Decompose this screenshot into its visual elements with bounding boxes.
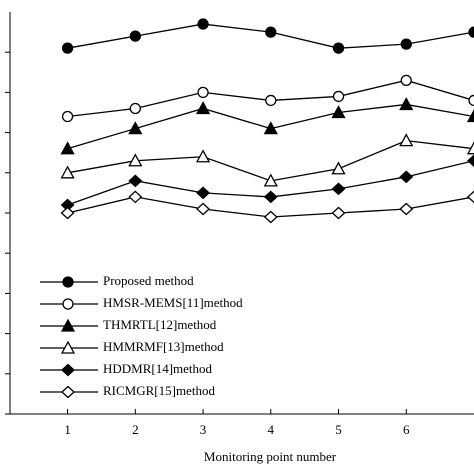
marker	[399, 133, 414, 147]
marker	[399, 97, 414, 111]
x-tick-label: 2	[132, 422, 139, 437]
marker	[331, 206, 346, 220]
marker	[61, 385, 75, 399]
marker	[60, 165, 75, 179]
marker	[467, 154, 474, 168]
marker	[61, 42, 74, 54]
marker	[263, 190, 278, 204]
marker	[196, 186, 211, 200]
marker	[128, 190, 143, 204]
marker	[62, 276, 74, 288]
marker	[332, 90, 345, 103]
legend-label: HDDMR[14]method	[103, 361, 213, 376]
marker	[468, 26, 474, 38]
legend-label: HMMRMF[13]method	[103, 339, 224, 354]
marker	[195, 149, 211, 163]
marker	[468, 94, 474, 107]
marker	[399, 170, 414, 184]
marker	[128, 153, 143, 167]
marker	[331, 182, 346, 196]
marker	[265, 94, 277, 107]
x-axis-label: Monitoring point number	[204, 449, 337, 464]
marker	[129, 30, 141, 42]
marker	[400, 74, 412, 86]
marker	[195, 101, 211, 115]
marker	[60, 340, 76, 354]
marker	[466, 141, 474, 155]
marker	[331, 105, 346, 119]
x-tick-label: 4	[268, 422, 275, 437]
marker	[128, 121, 143, 135]
marker	[265, 26, 277, 38]
legend-label: HMSR-MEMS[11]method	[103, 295, 243, 310]
marker	[331, 161, 346, 175]
x-tick-label: 5	[335, 422, 342, 437]
marker	[61, 363, 75, 377]
x-tick-label: 1	[64, 422, 71, 437]
marker	[62, 298, 74, 310]
marker	[129, 102, 141, 115]
marker	[263, 173, 278, 187]
marker	[467, 190, 474, 204]
marker	[332, 42, 345, 54]
x-tick-label: 3	[200, 422, 207, 437]
marker	[197, 86, 209, 99]
marker	[400, 38, 412, 50]
legend-label: RICMGR[15]method	[103, 383, 215, 398]
marker	[60, 141, 75, 155]
marker	[61, 110, 74, 123]
marker	[60, 318, 76, 332]
marker	[399, 202, 414, 216]
x-tick-label: 6	[403, 422, 410, 437]
marker	[263, 121, 278, 135]
marker	[128, 174, 143, 188]
legend-label: THMRTL[12]method	[103, 317, 217, 332]
marker	[263, 210, 278, 224]
legend-label: Proposed method	[103, 273, 194, 288]
marker	[466, 109, 474, 123]
marker	[197, 18, 209, 30]
marker	[196, 202, 211, 216]
marker	[60, 206, 75, 220]
